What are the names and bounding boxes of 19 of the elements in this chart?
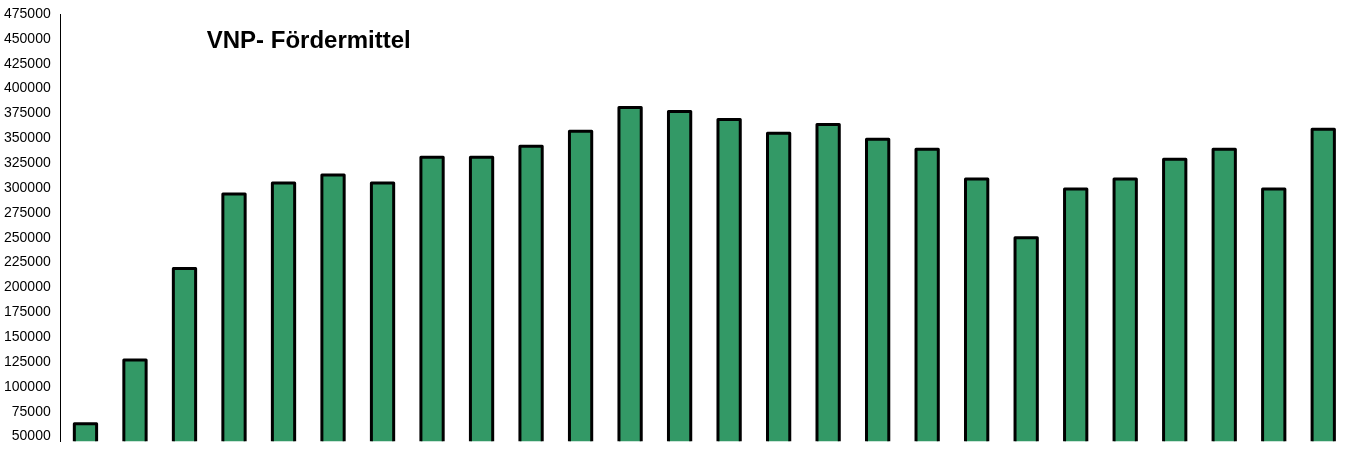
y-tick-label: 50000 [11, 427, 51, 444]
y-tick-label: 100000 [4, 377, 51, 394]
y-tick-label: 75000 [11, 402, 51, 419]
y-tick-label: 475000 [4, 4, 51, 21]
text: VNP- Fördermittel [206, 25, 411, 53]
y-tick-label: 150000 [4, 328, 51, 345]
y-tick-label: 325000 [4, 154, 51, 171]
y-tick-label: 350000 [4, 129, 51, 146]
y-tick-label: 125000 [4, 352, 51, 369]
y-tick-label: 250000 [4, 228, 51, 245]
y-tick-label: 375000 [4, 104, 51, 121]
y-tick-label: 200000 [4, 278, 51, 295]
y-tick-label: 400000 [4, 79, 51, 96]
y-tick-label: 425000 [4, 54, 51, 71]
y-tick-label: 225000 [4, 253, 51, 270]
y-tick-label: 175000 [4, 303, 51, 320]
y-tick-label: 450000 [4, 29, 51, 46]
y-tick-label: 300000 [4, 178, 51, 195]
y-tick-label: 275000 [4, 203, 51, 220]
